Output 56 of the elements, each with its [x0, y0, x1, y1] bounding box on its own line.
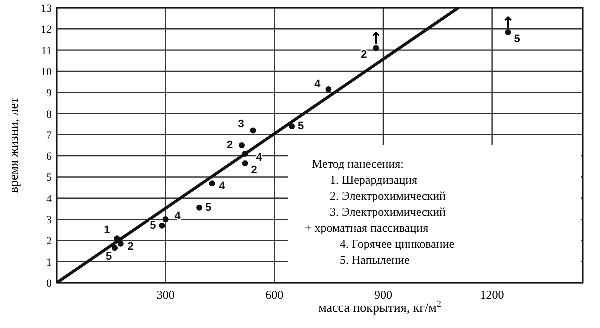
y-tick-label: 2	[46, 236, 52, 248]
series-label: 5	[106, 251, 112, 264]
text: 2	[128, 240, 134, 253]
text: 4	[314, 78, 321, 90]
series-label: 1	[104, 224, 110, 237]
text: 5	[514, 33, 520, 46]
point	[239, 142, 246, 148]
text: 2	[226, 140, 234, 152]
y-tick-label: 11	[41, 45, 52, 58]
y-axis-title: время жизни, лет	[6, 98, 21, 194]
annotation: ↑	[370, 29, 383, 48]
annotation: 5. Напыление	[340, 253, 410, 267]
point	[242, 150, 248, 157]
y-tick-label: 8	[46, 108, 52, 121]
y-tick-label: 1	[46, 256, 52, 269]
annotation: Метод нанесения:	[312, 157, 404, 171]
annotation: 1. Шерардизация	[330, 173, 418, 187]
y-tick-label: 3	[46, 214, 52, 227]
annotation: 4. Горячее цинкование	[340, 237, 455, 251]
point	[505, 29, 512, 36]
y-tick-label: 7	[46, 130, 52, 142]
point	[326, 86, 332, 92]
y-tick-label: 4	[46, 193, 52, 206]
text: 5	[150, 220, 156, 232]
point	[159, 222, 166, 229]
point	[162, 216, 169, 223]
text: 5	[298, 120, 304, 132]
annotation: + хроматная пассивация	[305, 221, 430, 235]
annotation: ↑	[502, 13, 515, 32]
point	[242, 160, 248, 166]
point	[112, 245, 118, 252]
y-tick-label: 6	[46, 151, 52, 164]
x-axis-title: масса покрытия, кг/м$^{2}$	[318, 299, 442, 315]
series-label: 3	[238, 118, 244, 131]
y-tick-label: 9	[46, 88, 52, 100]
text: 5	[206, 202, 212, 214]
series-label: 4	[219, 180, 226, 193]
text: 2	[361, 49, 368, 62]
x-tick-label: 900	[374, 288, 392, 302]
y-tick-label: 13	[41, 3, 52, 15]
y-tick-label: 12	[41, 24, 52, 36]
point	[250, 128, 256, 134]
y-tick-label: 5	[46, 172, 52, 184]
point	[196, 204, 203, 211]
y-tick-label: 10	[41, 66, 52, 78]
point	[289, 123, 296, 130]
x-tick-label: 300	[156, 288, 175, 302]
x-tick-label: 600	[266, 288, 284, 302]
point	[118, 240, 124, 247]
series-label: 2	[251, 164, 258, 176]
x-tick-label: 1200	[480, 288, 504, 302]
y-tick-label: 0	[46, 278, 52, 290]
point	[209, 180, 216, 187]
annotation: 2. Электрохимический	[330, 189, 447, 203]
point	[373, 45, 380, 52]
annotation: 3. Электрохимический	[330, 205, 447, 219]
